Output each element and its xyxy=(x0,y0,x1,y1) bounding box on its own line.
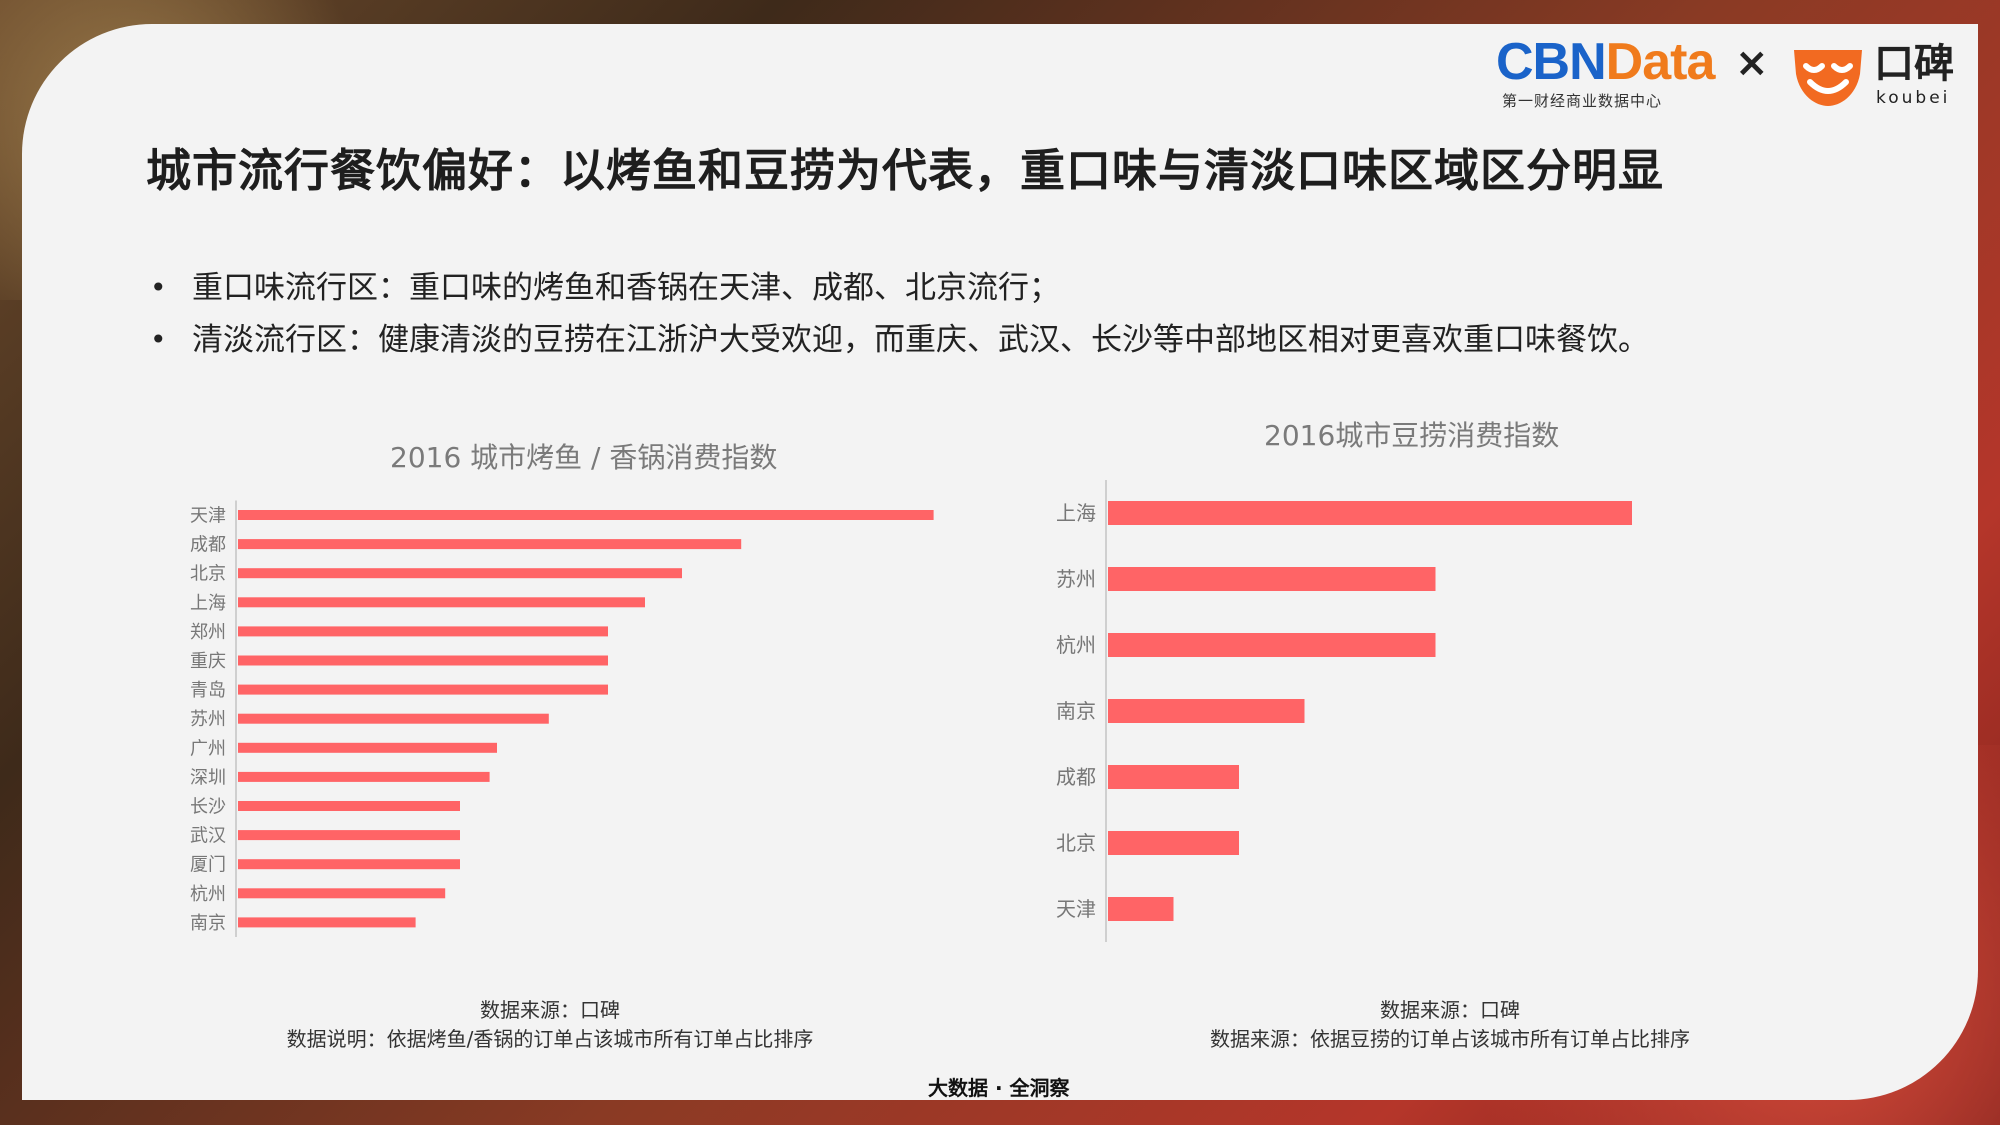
category-label: 上海 xyxy=(1056,501,1096,525)
koubei-smile-icon xyxy=(1794,50,1862,106)
times-sign: × xyxy=(1735,40,1769,86)
category-label: 天津 xyxy=(190,505,226,526)
category-label: 苏州 xyxy=(1056,567,1096,591)
cbn-brand-a: CBN xyxy=(1496,33,1607,91)
right-method-note: 数据来源：依据豆捞的订单占该城市所有订单占比排序 xyxy=(1210,1027,1690,1051)
bar xyxy=(1108,501,1632,525)
page-title: 城市流行餐饮偏好：以烤鱼和豆捞为代表，重口味与清淡口味区域区分明显 xyxy=(146,144,1665,197)
bar xyxy=(238,917,416,928)
category-label: 长沙 xyxy=(190,796,226,817)
bar xyxy=(238,771,490,782)
category-label: 上海 xyxy=(190,593,226,614)
bullet-item: • 重口味流行区：重口味的烤鱼和香锅在天津、成都、北京流行； xyxy=(150,262,1649,314)
bar xyxy=(1108,831,1239,855)
bar xyxy=(1108,633,1436,657)
bar xyxy=(238,713,549,724)
category-label: 南京 xyxy=(190,913,226,934)
left-chart-notes: 数据来源：口碑 数据说明：依据烤鱼/香锅的订单占该城市所有订单占比排序 xyxy=(190,996,910,1054)
category-label: 苏州 xyxy=(190,709,226,730)
koubei-cn: 口碑 xyxy=(1874,41,1954,87)
category-label: 成都 xyxy=(1056,765,1096,789)
category-label: 杭州 xyxy=(1056,633,1096,657)
bar xyxy=(238,597,645,608)
category-label: 杭州 xyxy=(190,884,226,905)
cbn-brand-b: Data xyxy=(1605,33,1716,91)
category-label: 南京 xyxy=(1056,699,1096,723)
category-label: 郑州 xyxy=(190,622,226,643)
category-label: 广州 xyxy=(190,738,226,759)
bar xyxy=(1108,897,1174,921)
bar xyxy=(238,684,608,695)
bar xyxy=(238,859,460,870)
bar xyxy=(238,888,446,899)
category-label: 天津 xyxy=(1056,897,1096,921)
bullet-marker: • xyxy=(150,271,167,304)
left-source-note: 数据来源：口碑 xyxy=(480,998,620,1022)
bar xyxy=(238,830,460,841)
bullet-text: 清淡流行区：健康清淡的豆捞在江浙沪大受欢迎，而重庆、武汉、长沙等中部地区相对更喜… xyxy=(192,322,1649,358)
bullet-text: 重口味流行区：重口味的烤鱼和香锅在天津、成都、北京流行； xyxy=(192,270,1060,306)
koubei-en: koubei xyxy=(1876,88,1951,108)
bar xyxy=(1108,699,1305,723)
cbndata-logo: CBNData 第一财经商业数据中心 xyxy=(1496,33,1716,111)
category-label: 厦门 xyxy=(190,855,226,876)
category-label: 重庆 xyxy=(190,651,226,672)
bar xyxy=(238,742,497,753)
right-chart-notes: 数据来源：口碑 数据来源：依据豆捞的订单占该城市所有订单占比排序 xyxy=(1090,996,1810,1054)
category-label: 北京 xyxy=(1056,831,1096,855)
category-label: 青岛 xyxy=(190,680,226,701)
footer-slogan: 大数据 · 全洞察 xyxy=(928,1076,1070,1100)
bar xyxy=(1108,567,1436,591)
category-label: 深圳 xyxy=(190,767,226,788)
bar xyxy=(238,626,608,637)
bar xyxy=(1108,765,1239,789)
right-chart-title: 2016城市豆捞消费指数 xyxy=(1264,419,1560,452)
cbn-subtitle: 第一财经商业数据中心 xyxy=(1502,92,1663,110)
bar xyxy=(238,568,682,579)
category-label: 北京 xyxy=(190,564,226,585)
koubei-logo: 口碑 koubei xyxy=(1790,42,1980,112)
left-chart-title: 2016 城市烤鱼 / 香锅消费指数 xyxy=(390,441,778,474)
bar xyxy=(238,539,742,550)
category-label: 武汉 xyxy=(190,826,226,847)
bullet-list: • 重口味流行区：重口味的烤鱼和香锅在天津、成都、北京流行； • 清淡流行区：健… xyxy=(150,262,1649,366)
bullet-marker: • xyxy=(150,323,167,356)
bar xyxy=(238,655,608,666)
left-method-note: 数据说明：依据烤鱼/香锅的订单占该城市所有订单占比排序 xyxy=(286,1027,814,1051)
bar xyxy=(238,510,934,520)
category-label: 成都 xyxy=(190,535,226,556)
bar xyxy=(238,801,460,811)
right-source-note: 数据来源：口碑 xyxy=(1380,998,1520,1022)
bullet-item: • 清淡流行区：健康清淡的豆捞在江浙沪大受欢迎，而重庆、武汉、长沙等中部地区相对… xyxy=(150,314,1649,366)
